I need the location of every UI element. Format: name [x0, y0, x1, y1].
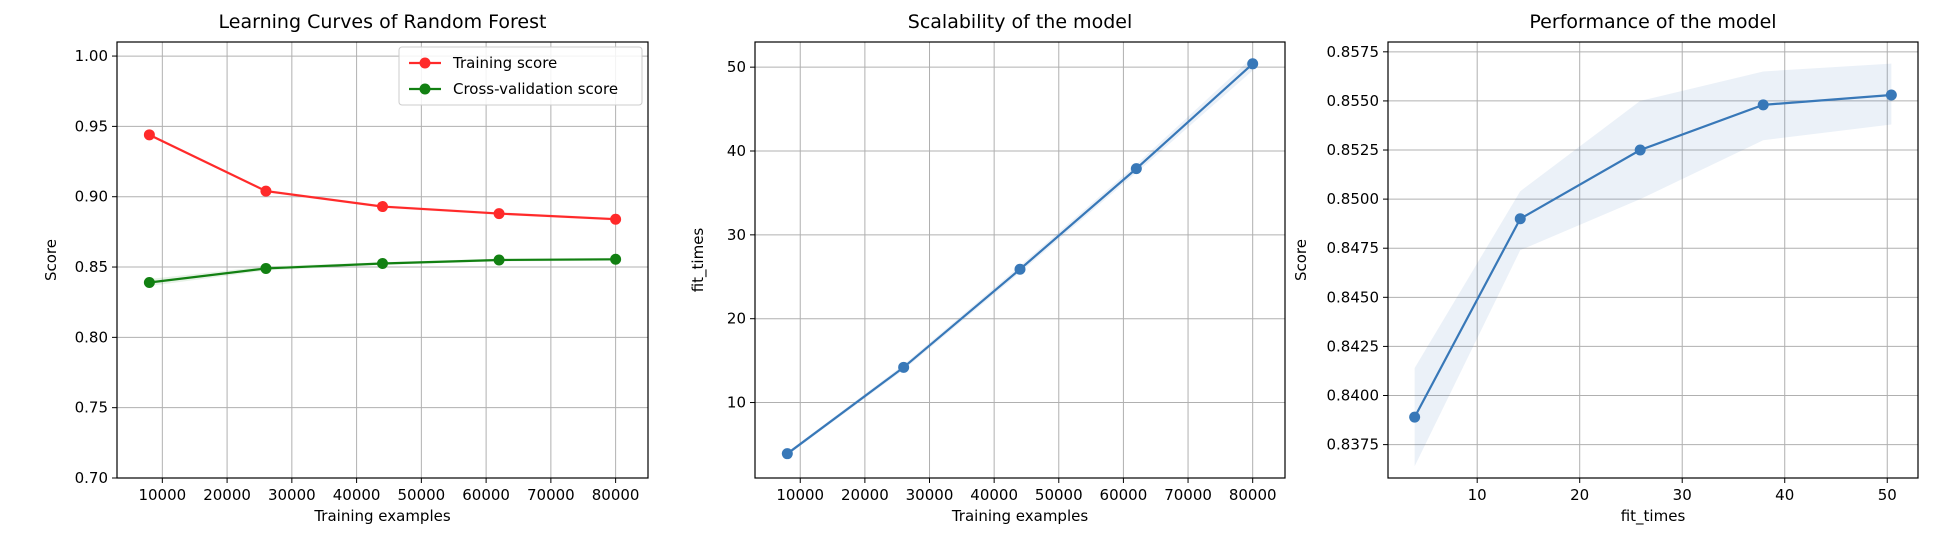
- x-tick-label: 70000: [1164, 486, 1212, 504]
- x-tick-label: 20: [1570, 486, 1589, 504]
- y-tick-label: 0.8575: [1327, 43, 1380, 61]
- data-point: [143, 129, 155, 141]
- x-tick-label: 40000: [333, 486, 381, 504]
- x-axis-label: Training examples: [951, 507, 1089, 525]
- data-point: [493, 254, 505, 266]
- legend: Training score Cross-validation score: [398, 46, 643, 106]
- chart-title: Scalability of the model: [908, 11, 1132, 33]
- y-tick-label: 0.8525: [1327, 141, 1380, 159]
- y-tick-label: 0.8475: [1327, 239, 1380, 257]
- legend-marker: [419, 57, 431, 69]
- x-tick-label: 80000: [1229, 486, 1277, 504]
- y-tick-label: 0.8375: [1327, 436, 1380, 454]
- y-tick-label: 0.8425: [1327, 337, 1380, 355]
- legend-label: Cross-validation score: [453, 80, 618, 98]
- data-point: [781, 448, 793, 460]
- legend-marker: [419, 83, 431, 95]
- y-tick-label: 0.8550: [1327, 92, 1380, 110]
- y-tick-label: 50: [727, 58, 746, 76]
- y-tick-label: 0.85: [75, 258, 108, 276]
- y-tick-label: 30: [727, 226, 746, 244]
- x-tick-label: 10000: [776, 486, 824, 504]
- y-tick-label: 0.90: [75, 188, 108, 206]
- y-tick-label: 0.70: [75, 469, 108, 487]
- x-tick-label: 50: [1878, 486, 1897, 504]
- data-point: [1409, 411, 1421, 423]
- x-tick-label: 10000: [138, 486, 186, 504]
- y-tick-label: 10: [727, 394, 746, 412]
- axes-frame: [1387, 41, 1919, 479]
- chart-panel-3: 10 20 30 40 50 0.8375 0.8400 0.8425 0.8450 0.8475…: [1292, 11, 1919, 526]
- data-point: [1130, 163, 1142, 175]
- y-tick-label: 0.8400: [1327, 387, 1380, 405]
- x-tick-label: 60000: [462, 486, 510, 504]
- x-tick-label: 80000: [592, 486, 640, 504]
- data-point: [377, 258, 388, 270]
- chart-title: Learning Curves of Random Forest: [219, 11, 547, 33]
- data-point: [143, 277, 155, 289]
- data-point: [493, 208, 505, 220]
- x-tick-label: 10: [1468, 486, 1487, 504]
- y-tick-label: 0.80: [75, 328, 108, 346]
- legend-label: Training score: [452, 54, 557, 72]
- y-tick-label: 20: [727, 310, 746, 328]
- y-tick-label: 40: [727, 142, 746, 160]
- data-point: [260, 185, 272, 197]
- data-point: [1514, 213, 1526, 225]
- x-tick-label: 20000: [203, 486, 251, 504]
- x-tick-label: 50000: [1035, 486, 1083, 504]
- data-point: [1885, 89, 1897, 101]
- y-tick-label: 0.8450: [1327, 288, 1380, 306]
- axes-frame: [754, 41, 1286, 479]
- data-point: [898, 361, 910, 373]
- data-point: [260, 262, 272, 274]
- data-point: [377, 201, 388, 213]
- x-tick-label: 30: [1673, 486, 1692, 504]
- axes-frame: [116, 41, 649, 479]
- y-tick-label: 1.00: [75, 47, 108, 65]
- series-band: [1414, 63, 1892, 467]
- y-axis-label: fit_times: [689, 228, 708, 293]
- y-axis-label: Score: [42, 239, 60, 281]
- y-axis-label: Score: [1292, 239, 1310, 281]
- y-tick-label: 0.8500: [1327, 190, 1380, 208]
- x-tick-label: 30000: [268, 486, 316, 504]
- data-point: [1757, 99, 1769, 111]
- data-point: [610, 253, 622, 265]
- x-tick-label: 40000: [970, 486, 1018, 504]
- x-tick-label: 60000: [1100, 486, 1148, 504]
- data-point: [1014, 263, 1026, 275]
- x-axis-label: Training examples: [313, 507, 451, 525]
- data-point: [1247, 58, 1259, 70]
- x-tick-label: 40: [1775, 486, 1794, 504]
- y-tick-label: 0.95: [75, 117, 108, 135]
- data-point: [1634, 144, 1646, 156]
- x-tick-label: 30000: [906, 486, 954, 504]
- chart-panel-2: 10000 20000 30000 40000 50000 60000 70000 80000…: [689, 11, 1286, 525]
- x-tick-label: 50000: [397, 486, 445, 504]
- x-tick-label: 70000: [527, 486, 575, 504]
- y-tick-label: 0.75: [75, 399, 108, 417]
- data-point: [610, 213, 622, 225]
- chart-panel-1: 10000 20000 30000 40000 50000 60000 70000 80000…: [42, 11, 649, 525]
- chart-title: Performance of the model: [1529, 11, 1776, 33]
- x-axis-label: fit_times: [1621, 507, 1686, 526]
- legend-box: [398, 46, 643, 106]
- x-tick-label: 20000: [841, 486, 889, 504]
- series-band: [787, 57, 1253, 456]
